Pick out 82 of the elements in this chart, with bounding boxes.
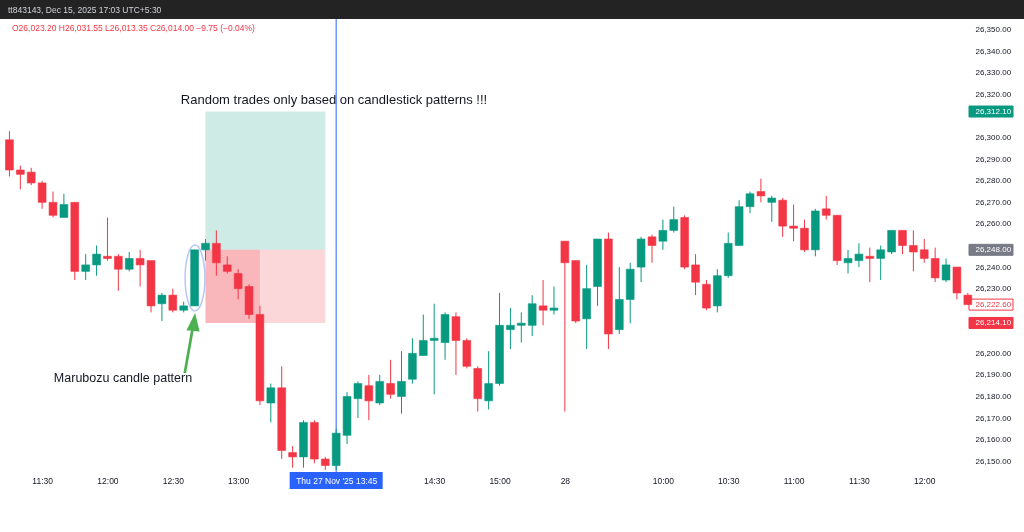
- candlestick: [560, 240, 570, 413]
- x-tick-label: 14:30: [424, 475, 446, 486]
- y-tick-label: 26,214.10: [975, 318, 1012, 328]
- candlestick: [538, 279, 548, 326]
- candlestick: [941, 257, 951, 283]
- candlestick: [157, 292, 167, 322]
- candlestick: [92, 245, 101, 277]
- x-tick-label: 11:30: [32, 475, 54, 486]
- candlestick: [125, 251, 134, 272]
- candlestick: [822, 195, 831, 221]
- candlestick: [702, 279, 711, 311]
- candlestick: [691, 253, 700, 296]
- candlestick: [81, 253, 90, 281]
- candlestick: [114, 253, 123, 292]
- y-tick-label: 26,330.00: [975, 68, 1012, 78]
- x-tick-label: 12:30: [162, 475, 185, 486]
- candlestick: [212, 229, 221, 277]
- x-tick-label: 10:30: [718, 475, 740, 486]
- x-tick-label: 11:30: [849, 475, 871, 486]
- candlestick: [658, 219, 668, 251]
- candlestick: [168, 288, 178, 313]
- candlestick: [429, 303, 439, 395]
- candlestick: [920, 238, 929, 264]
- candlestick: [364, 374, 374, 421]
- x-tick-label: 12:00: [914, 475, 936, 486]
- candlestick: [386, 359, 395, 400]
- candlestick: [898, 229, 907, 255]
- y-tick-label: 26,200.00: [975, 348, 1012, 358]
- y-tick-label: 26,150.00: [975, 456, 1012, 466]
- x-tick-label: 11:00: [783, 475, 805, 486]
- candlestick: [288, 445, 297, 469]
- text: tt843143, Dec 15, 2025 17:03 UTC+5:30: [8, 4, 162, 15]
- candlestick: [876, 245, 885, 281]
- y-tick-label: 26,160.00: [975, 435, 1012, 445]
- candlestick: [517, 311, 526, 344]
- y-tick-label: 26,270.00: [975, 197, 1012, 207]
- candlestick: [397, 350, 406, 415]
- x-tick-label: 15:00: [489, 475, 511, 486]
- y-tick-label: 26,340.00: [975, 46, 1012, 56]
- x-tick-label: 10:00: [652, 475, 675, 486]
- y-tick-label: 26,180.00: [975, 392, 1012, 401]
- candlestick: [887, 229, 896, 255]
- y-tick-label: 26,230.00: [975, 284, 1012, 294]
- candlestick: [909, 229, 918, 272]
- candlestick: [767, 195, 777, 223]
- candlestick: [103, 216, 112, 262]
- candlestick: [375, 374, 384, 406]
- candlestick: [647, 234, 657, 264]
- x-tick-label: 13:00: [228, 475, 250, 486]
- y-tick-label: 26,170.00: [975, 413, 1012, 423]
- candlestick: [201, 238, 210, 262]
- candlestick: [527, 294, 537, 337]
- candlestick: [419, 314, 428, 357]
- y-tick-label: 26,248.00: [975, 245, 1012, 255]
- annotation: Marubozu candle pattern: [53, 371, 193, 385]
- y-tick-label: 26,312.10: [975, 107, 1012, 117]
- candlestick: [16, 165, 25, 190]
- y-tick-label: 26,240.00: [975, 262, 1012, 272]
- y-tick-label: 26,290.00: [975, 154, 1012, 164]
- y-tick-label: 26,300.00: [975, 133, 1012, 143]
- candlestick: [506, 307, 515, 350]
- candlestick: [266, 383, 276, 423]
- y-tick-label: 26,350.00: [975, 25, 1012, 35]
- candlestick: [669, 206, 678, 234]
- x-tick-label: 28: [560, 475, 571, 486]
- candlestick: [800, 219, 809, 253]
- y-tick-label: 26,260.00: [975, 219, 1012, 229]
- candlestick: [930, 247, 940, 283]
- candlestick: [484, 350, 493, 410]
- y-tick-label: 26,320.00: [975, 90, 1012, 99]
- y-tick-label: 26,222.60: [975, 300, 1012, 310]
- candlestick: [59, 193, 69, 218]
- candlestick: [865, 247, 875, 283]
- annotation: Random trades only based on candlestick patterns !!!: [180, 92, 488, 107]
- candlestick: [756, 178, 766, 203]
- y-tick-label: 26,280.00: [975, 176, 1012, 186]
- x-tick-label: Thu 27 Nov '25 13:45: [296, 475, 378, 486]
- annotation: O26,023.20 H26,031.55 L26,013.35 C26,014.00 −9.75 (−0.04%): [12, 23, 256, 33]
- candlestick: [789, 204, 798, 242]
- y-tick-label: 26,190.00: [975, 370, 1012, 380]
- candlestick: [549, 285, 559, 316]
- x-tick-label: 12:00: [97, 475, 119, 486]
